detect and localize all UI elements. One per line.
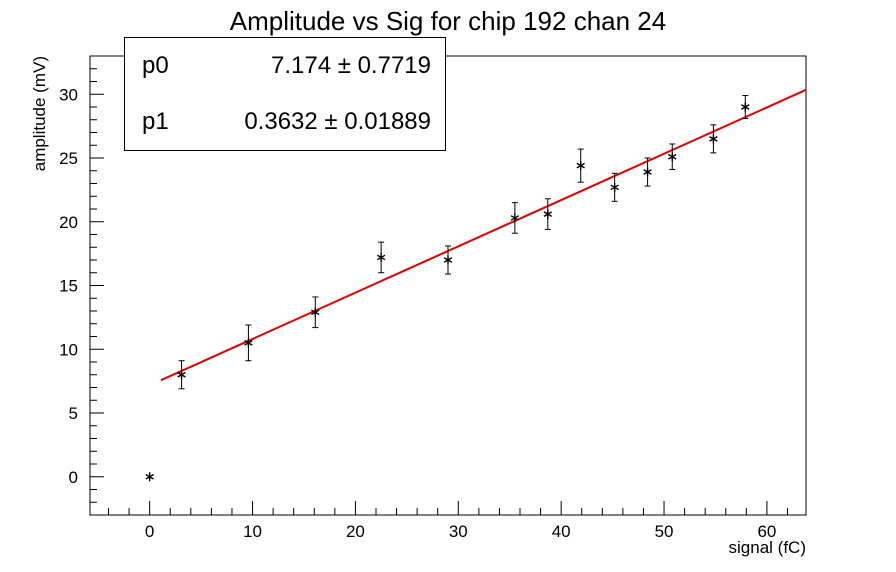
marker-stroke [376, 254, 386, 261]
fit-line [160, 88, 807, 382]
asterisk-marker [668, 152, 677, 162]
data-point [311, 296, 320, 329]
y-tick-label: 25 [59, 149, 78, 168]
marker-stroke [668, 153, 677, 160]
data-point [510, 202, 520, 234]
y-tick-label: 15 [59, 277, 78, 296]
marker-stroke [311, 309, 320, 316]
x-tick-label: 40 [552, 522, 571, 541]
y-tick-label: 10 [59, 340, 78, 359]
y-axis-label: amplitude (mV) [30, 56, 49, 171]
fit-layer [160, 88, 807, 382]
asterisk-marker [543, 209, 553, 219]
x-tick-label: 50 [655, 522, 674, 541]
marker-stroke [643, 169, 652, 175]
asterisk-marker [376, 252, 386, 262]
data-point [709, 124, 718, 154]
stats-param-value: 7.174 ± 0.7719 [271, 52, 431, 79]
asterisk-marker [177, 370, 186, 380]
asterisk-marker [576, 161, 585, 171]
data-point [643, 157, 652, 187]
marker-stroke [709, 136, 718, 142]
y-tick-label: 5 [69, 404, 78, 423]
data-point [376, 241, 386, 274]
y-axis: 0 5 10 15 20 25 30 [59, 55, 104, 516]
marker-stroke [543, 211, 553, 217]
marker-stroke [177, 371, 186, 378]
asterisk-marker [643, 167, 652, 177]
stats-row-p1: p1 0.3632 ± 0.01889 [125, 108, 445, 148]
x-axis-label: signal (fC) [729, 538, 806, 557]
data-point [576, 148, 585, 183]
x-tick-label: 60 [757, 522, 776, 541]
asterisk-marker [610, 182, 619, 192]
x-axis: 0 10 20 30 40 50 60 [108, 501, 788, 541]
data-point [741, 95, 750, 119]
data-point [610, 172, 619, 202]
data-point [177, 360, 186, 390]
chart-title: Amplitude vs Sig for chip 192 chan 24 [230, 6, 666, 36]
data-point [145, 472, 154, 482]
stats-row-p0: p0 7.174 ± 0.7719 [125, 52, 445, 92]
y-tick-label: 0 [69, 468, 78, 487]
marker-stroke [244, 340, 253, 346]
asterisk-marker [741, 102, 750, 112]
y-tick-label: 20 [59, 213, 78, 232]
points-layer [145, 95, 750, 482]
data-point [668, 143, 677, 170]
asterisk-marker [244, 338, 253, 348]
marker-stroke [145, 473, 154, 480]
asterisk-marker [443, 255, 453, 265]
asterisk-marker [145, 472, 154, 482]
marker-stroke [510, 215, 520, 221]
marker-stroke [741, 104, 750, 110]
asterisk-marker [311, 307, 320, 317]
stats-param-name: p1 [142, 108, 169, 135]
y-tick-label: 30 [59, 85, 78, 104]
x-tick-label: 10 [243, 522, 262, 541]
x-tick-label: 20 [346, 522, 365, 541]
fit-stats-box: p0 7.174 ± 0.7719 p1 0.3632 ± 0.01889 [124, 37, 446, 151]
stats-param-name: p0 [142, 52, 169, 79]
x-tick-label: 0 [145, 522, 154, 541]
asterisk-marker [510, 213, 520, 223]
data-point [244, 324, 253, 362]
marker-stroke [576, 162, 585, 169]
stats-param-value: 0.3632 ± 0.01889 [244, 108, 431, 135]
marker-stroke [443, 257, 453, 263]
data-point [543, 198, 553, 230]
asterisk-marker [709, 134, 718, 144]
marker-stroke [610, 184, 619, 191]
data-point [443, 245, 453, 275]
x-tick-label: 30 [449, 522, 468, 541]
